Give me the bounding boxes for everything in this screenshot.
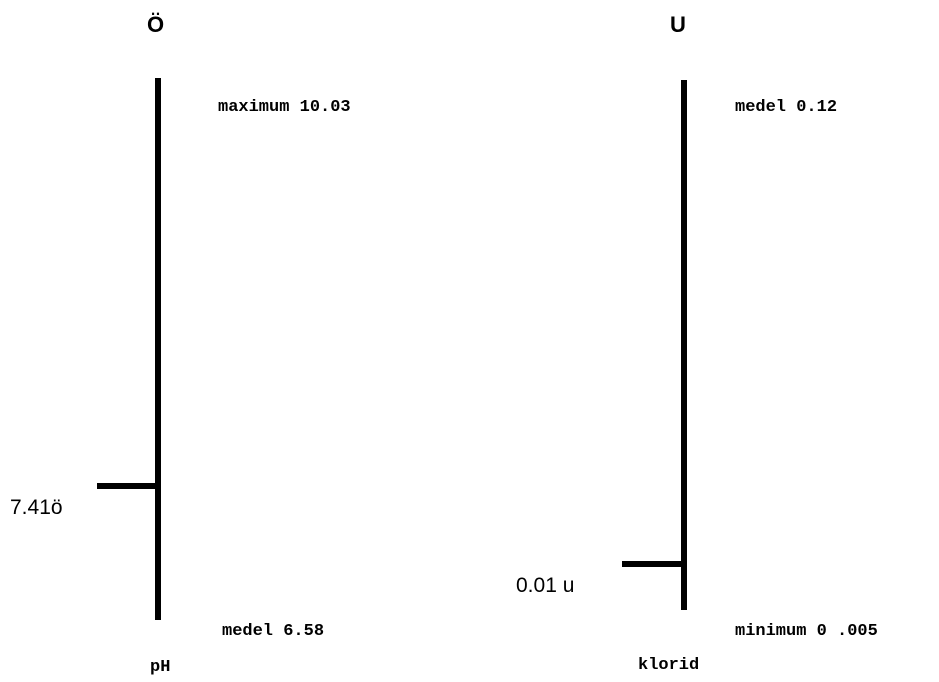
axis-name: klorid (638, 656, 700, 675)
panel-title: U (670, 12, 686, 37)
marker-label: 7.41ö (10, 496, 63, 519)
bottom-label: medel 6.58 (222, 622, 325, 641)
top-label: medel 0.12 (735, 98, 838, 117)
marker-label: 0.01 u (516, 574, 575, 597)
axis-name: pH (150, 658, 171, 677)
value-marker (622, 561, 686, 567)
panel-title: Ö (147, 12, 165, 37)
scale-line (155, 78, 161, 620)
value-marker (97, 483, 160, 489)
bottom-label: minimum 0 .005 (735, 622, 878, 641)
top-label: maximum 10.03 (218, 98, 351, 117)
scale-line (681, 80, 687, 610)
